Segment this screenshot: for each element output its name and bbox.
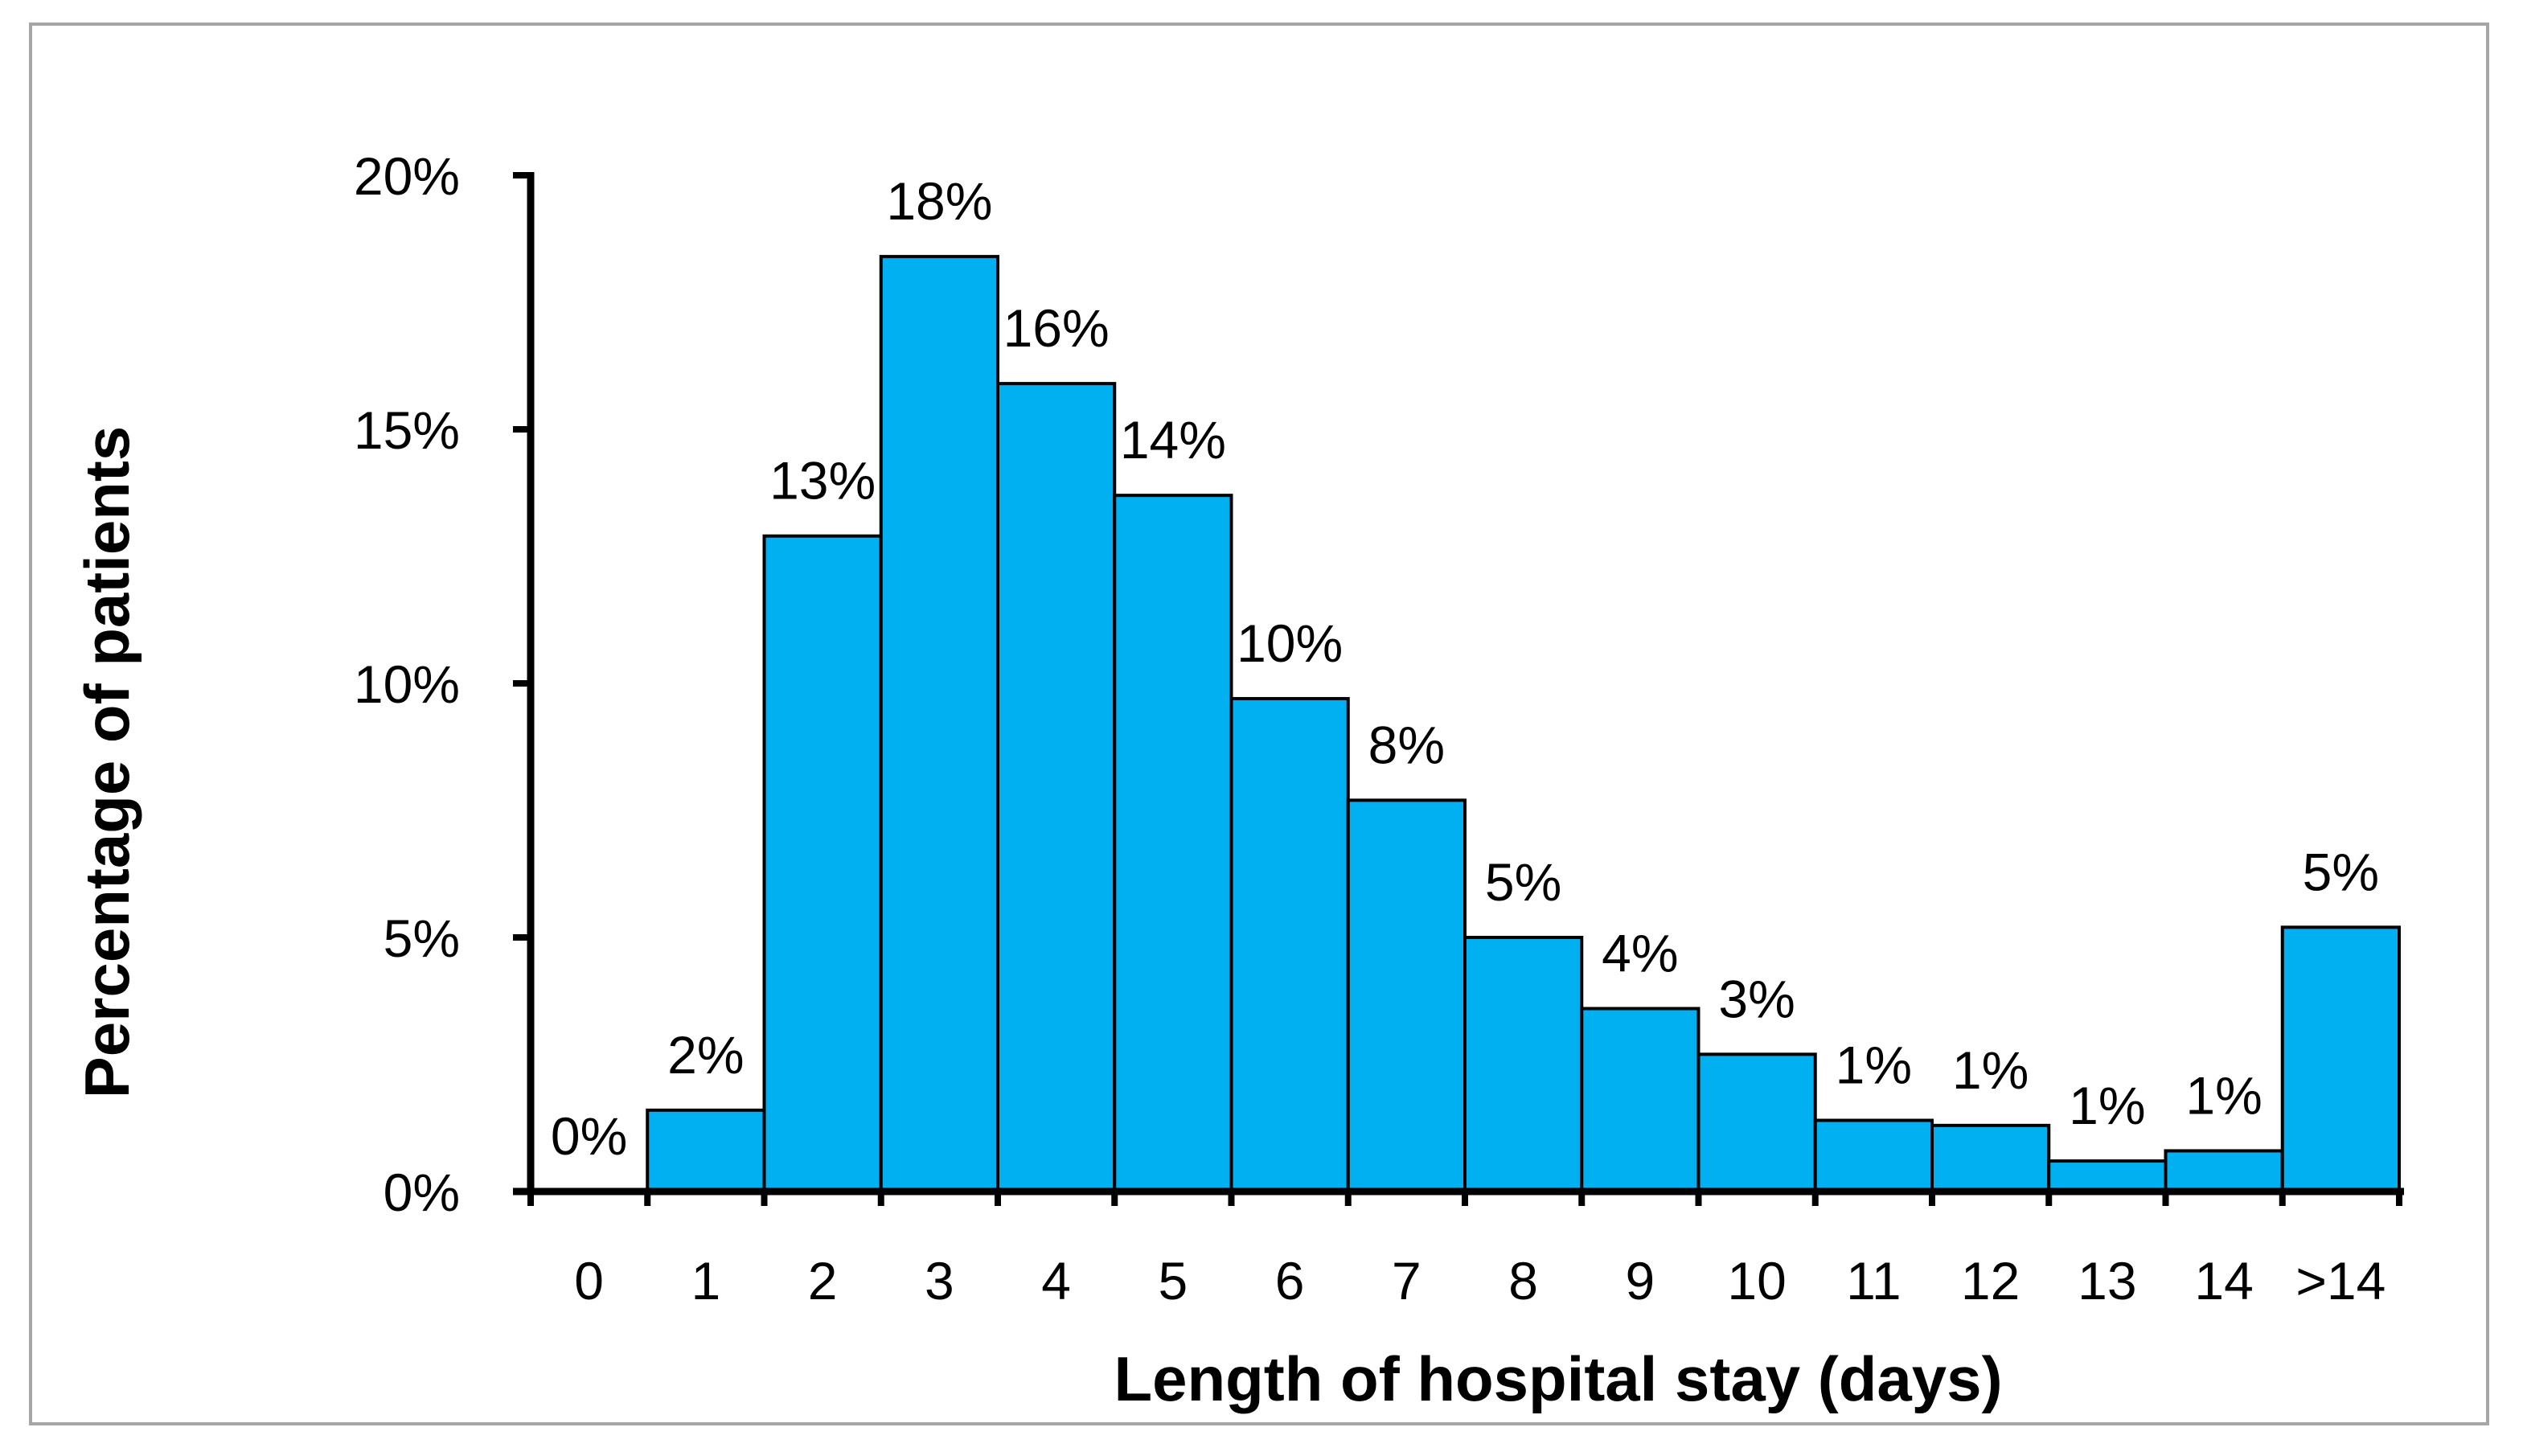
- data-label: 1%: [2185, 1065, 2262, 1125]
- bar: [1580, 1007, 1700, 1193]
- x-tick-label: 11: [1846, 1251, 1901, 1310]
- x-tick-label: 2: [808, 1251, 838, 1310]
- y-tick-label: 15%: [354, 400, 460, 460]
- data-label: 13%: [769, 451, 876, 511]
- bars-layer: [646, 255, 2401, 1194]
- x-tick-label: 13: [2078, 1251, 2136, 1310]
- y-tick-label: 5%: [384, 908, 460, 968]
- x-tick-label: 1: [691, 1251, 721, 1310]
- ticks-layer: [513, 172, 2402, 1206]
- x-axis-title: Length of hospital stay (days): [1114, 1343, 2002, 1414]
- x-tick-label: 8: [1508, 1251, 1538, 1310]
- bar: [646, 1108, 766, 1194]
- x-tick-label: 9: [1626, 1251, 1655, 1310]
- y-tick-label: 0%: [384, 1163, 460, 1222]
- data-label: 10%: [1237, 613, 1343, 673]
- x-tick-label: 6: [1275, 1251, 1305, 1310]
- bar: [2280, 925, 2401, 1193]
- data-label: 5%: [2303, 842, 2379, 901]
- bar: [2047, 1159, 2168, 1193]
- data-label: 0%: [551, 1106, 627, 1166]
- data-label: 4%: [1602, 923, 1678, 982]
- bar: [1346, 798, 1467, 1193]
- data-label: 18%: [886, 171, 992, 231]
- bar: [1113, 494, 1233, 1193]
- x-tick-label: 0: [574, 1251, 604, 1310]
- data-label: 1%: [1836, 1036, 1912, 1095]
- bar: [1813, 1118, 1934, 1194]
- bar: [1463, 936, 1584, 1193]
- x-tick-label: 5: [1159, 1251, 1188, 1310]
- data-label: 2%: [667, 1025, 744, 1085]
- bar: [2164, 1149, 2284, 1193]
- y-tick-label: 20%: [354, 146, 460, 206]
- y-axis-title: Percentage of patients: [72, 426, 142, 1099]
- data-label: 1%: [1952, 1040, 2029, 1100]
- data-label: 14%: [1120, 410, 1226, 470]
- x-tick-label: 4: [1041, 1251, 1071, 1310]
- data-label: 1%: [2069, 1076, 2145, 1135]
- bar: [762, 534, 883, 1193]
- x-tick-label: >14: [2295, 1251, 2386, 1310]
- bar: [996, 382, 1117, 1193]
- bar: [1696, 1052, 1817, 1193]
- data-label: 3%: [1718, 969, 1795, 1028]
- y-tick-label: 10%: [354, 654, 460, 714]
- x-tick-label: 7: [1392, 1251, 1421, 1310]
- data-label: 5%: [1485, 852, 1561, 912]
- data-label: 16%: [1003, 298, 1110, 358]
- labels-layer: 0% 5% 10% 15% 20% 0 0% 1 2% 2 13% 3 18% 4 16% 5 14% 6 10% 7…: [354, 146, 2386, 1310]
- x-tick-label: 14: [2194, 1251, 2253, 1310]
- bar: [1229, 696, 1350, 1193]
- bar: [879, 255, 999, 1193]
- data-label: 8%: [1368, 715, 1445, 774]
- x-tick-label: 3: [925, 1251, 954, 1310]
- bar: [1930, 1123, 2051, 1193]
- x-tick-label: 10: [1727, 1251, 1786, 1310]
- x-tick-label: 12: [1961, 1251, 2020, 1310]
